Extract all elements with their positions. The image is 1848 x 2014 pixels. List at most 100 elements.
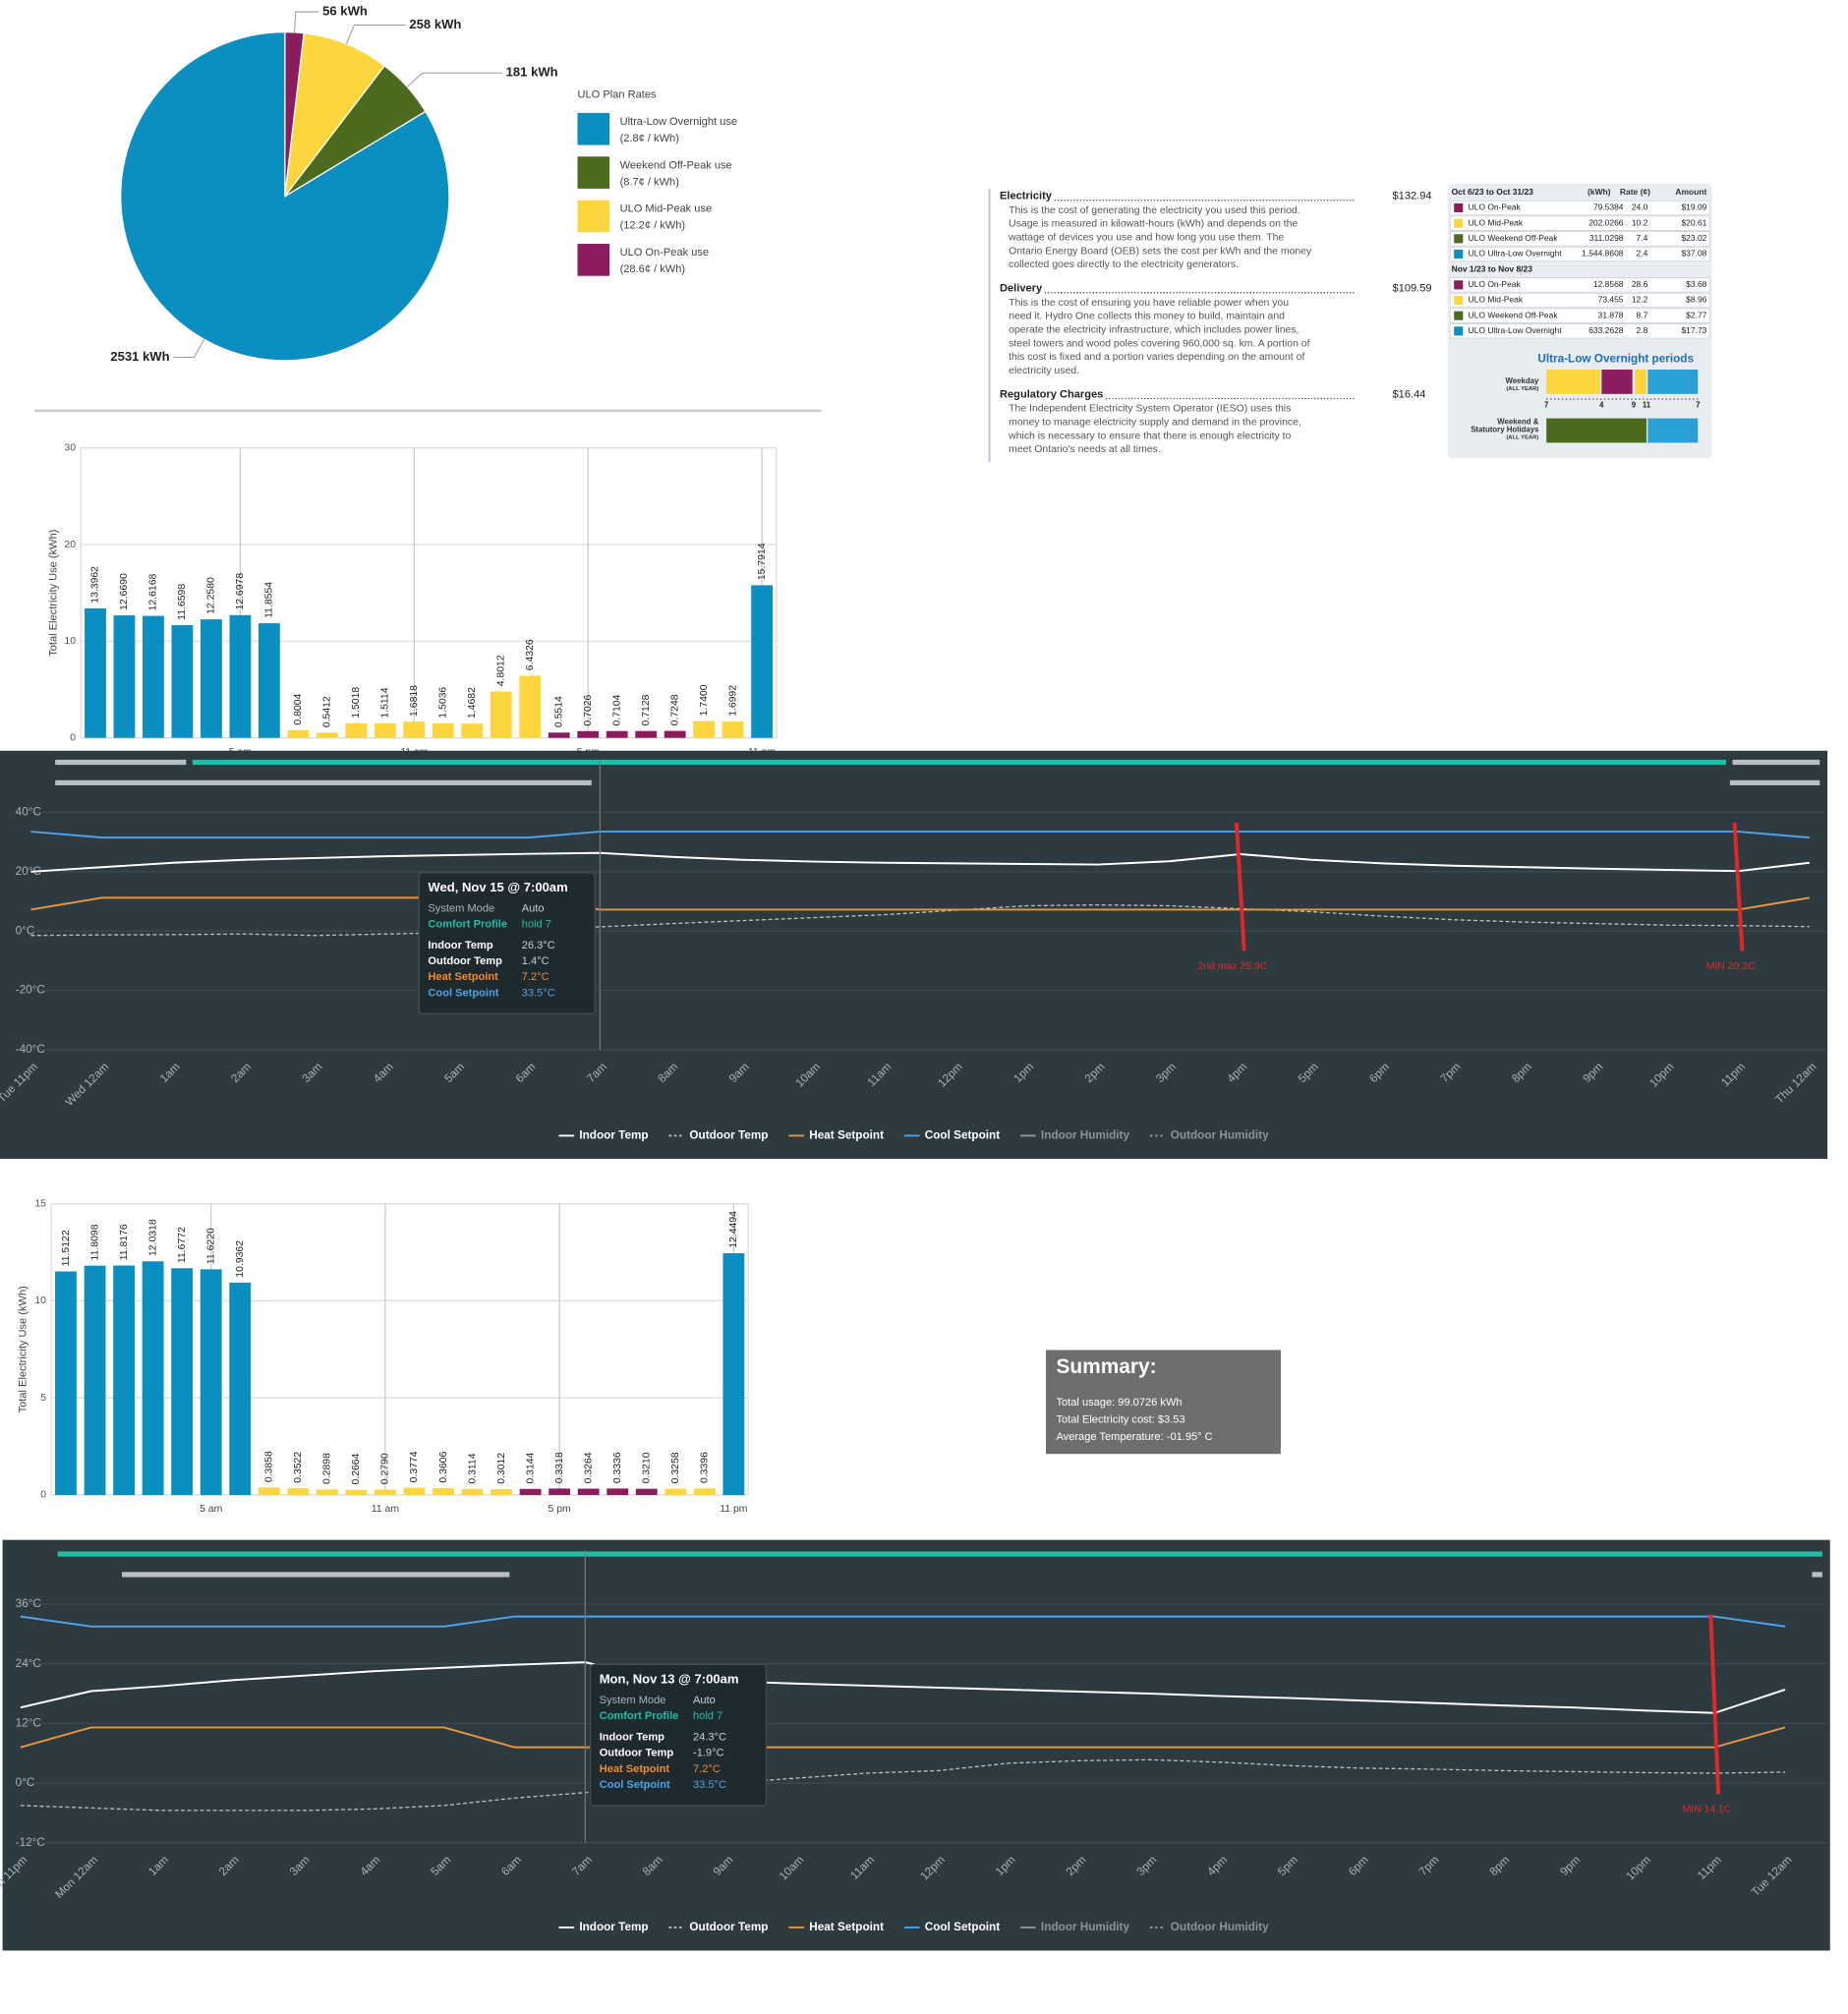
table-row <box>1449 293 1710 309</box>
row-kwh: 12.8568 <box>1593 279 1624 289</box>
y-axis-label: Total Electricity Use (kWh) <box>17 1286 29 1412</box>
hour-label: 7 <box>1696 401 1701 410</box>
tooltip-label: Cool Setpoint <box>428 987 498 999</box>
y-tick-label: 36°C <box>16 1597 42 1610</box>
bar <box>258 623 280 738</box>
bar-value-label: 11.8098 <box>89 1224 100 1260</box>
bar <box>693 720 716 738</box>
leader-line <box>406 72 502 87</box>
period-label: (ALL YEAR) <box>1506 386 1538 392</box>
row-amount: $3.68 <box>1686 279 1706 289</box>
y-tick-label: -12°C <box>16 1836 46 1849</box>
bar <box>345 1489 368 1495</box>
leader-line <box>294 11 319 32</box>
summary-line: Total usage: 99.0726 kWh <box>1056 1397 1182 1409</box>
tooltip-value: Auto <box>522 902 545 914</box>
section-amount: $16.44 <box>1393 389 1426 401</box>
panel <box>2 1539 1830 1951</box>
bar-value-label: 11.6220 <box>205 1228 216 1264</box>
pie-slice <box>283 32 386 200</box>
bar-value-label: 0.2898 <box>322 1453 333 1484</box>
row-rate: 12.2 <box>1632 295 1648 305</box>
bar-value-label: 11.8554 <box>264 582 275 618</box>
section-text: The Independent Electricity System Opera… <box>1009 404 1291 415</box>
table-row <box>1449 277 1710 293</box>
section-text: money to manage electricity supply and d… <box>1009 418 1301 429</box>
tooltip-label: Cool Setpoint <box>600 1779 670 1791</box>
bar <box>519 675 542 738</box>
bar <box>432 722 454 738</box>
bar-value-label: 1.5114 <box>380 687 391 718</box>
bar-value-label: 0.3522 <box>293 1452 304 1483</box>
row-amount: $17.73 <box>1681 325 1706 335</box>
legend-note: (8.7¢ / kWh) <box>620 176 679 188</box>
bar <box>461 723 484 738</box>
bar <box>113 1265 135 1495</box>
x-tick-label: 5 am <box>200 1504 222 1515</box>
series-line <box>30 903 1810 937</box>
row-swatch <box>1454 218 1464 228</box>
bar-value-label: 0.7128 <box>641 694 652 725</box>
bar-value-label: 0.7026 <box>583 694 594 725</box>
hour-label: 7 <box>1544 401 1549 410</box>
period-band <box>1601 370 1633 394</box>
tooltip-box <box>589 1663 768 1807</box>
row-name: ULO Ultra-Low Overnight <box>1469 249 1563 259</box>
bar <box>200 1269 222 1495</box>
bar <box>491 1489 512 1495</box>
bar-value-label: 10.9362 <box>235 1240 246 1278</box>
row-amount: $8.96 <box>1686 295 1706 305</box>
bar-value-label: 0.3606 <box>438 1452 449 1483</box>
section-text: which is necessary to ensure that there … <box>1008 431 1291 441</box>
legend-label: ULO On-Peak use <box>620 247 710 259</box>
series-line <box>20 1758 1786 1812</box>
legend-note: (12.2¢ / kWh) <box>620 220 686 232</box>
bar <box>229 1282 252 1495</box>
bar-value-label: 12.2580 <box>206 577 217 614</box>
summary-line: Total Electricity cost: $3.53 <box>1056 1414 1184 1426</box>
bar-value-label: 12.6690 <box>119 573 130 610</box>
x-tick-label: 11 am <box>372 1504 399 1515</box>
tooltip-value: 33.5°C <box>693 1779 726 1791</box>
bar-value-label: 1.7400 <box>699 684 710 716</box>
bar-value-label: 0.3012 <box>496 1453 507 1484</box>
bar-value-label: 0.5412 <box>322 696 333 727</box>
bar <box>85 607 106 738</box>
tooltip-value: Auto <box>693 1695 716 1706</box>
tooltip-value: hold 7 <box>522 918 551 930</box>
annotation-line <box>1708 1614 1721 1795</box>
section-text: need it. Hydro One collects this money t… <box>1009 312 1285 322</box>
bar <box>345 722 368 738</box>
schedule-bar <box>1729 779 1820 786</box>
y-tick-label: -20°C <box>16 984 46 997</box>
row-swatch <box>1454 234 1464 244</box>
row-name: ULO Mid-Peak <box>1469 295 1524 305</box>
bar <box>722 720 744 738</box>
hour-label: 11 <box>1643 401 1651 410</box>
series-line <box>30 896 1810 911</box>
legend-label: Weekend Off-Peak use <box>620 159 732 171</box>
row-name: ULO On-Peak <box>1469 279 1522 289</box>
bar <box>258 1487 280 1495</box>
bar <box>229 614 252 738</box>
row-kwh: 31.878 <box>1598 310 1624 319</box>
legend-swatch <box>577 200 610 233</box>
row-kwh: 1,544.8608 <box>1582 249 1624 259</box>
row-name: ULO Ultra-Low Overnight <box>1469 325 1563 335</box>
bar-value-label: 0.3210 <box>642 1452 653 1483</box>
bar <box>55 1271 77 1495</box>
section-text: meet Ontario's needs at all times. <box>1009 444 1161 455</box>
schedule-bar <box>1732 759 1820 766</box>
bar-value-label: 1.6818 <box>409 685 420 717</box>
row-swatch <box>1454 326 1464 336</box>
bar-value-label: 0.2790 <box>380 1453 391 1484</box>
bar <box>606 730 628 738</box>
row-amount: $37.08 <box>1681 249 1706 259</box>
tooltip: Wed, Nov 15 @ 7:00am System Mode Auto Comfo… <box>418 872 596 1015</box>
legend-label: Outdoor Temp <box>689 1921 768 1933</box>
row-rate: 2.4 <box>1637 249 1648 259</box>
tooltip-value: 7.2°C <box>522 971 549 983</box>
tooltip-label: System Mode <box>600 1695 666 1706</box>
tooltip-label: Heat Setpoint <box>428 971 498 983</box>
